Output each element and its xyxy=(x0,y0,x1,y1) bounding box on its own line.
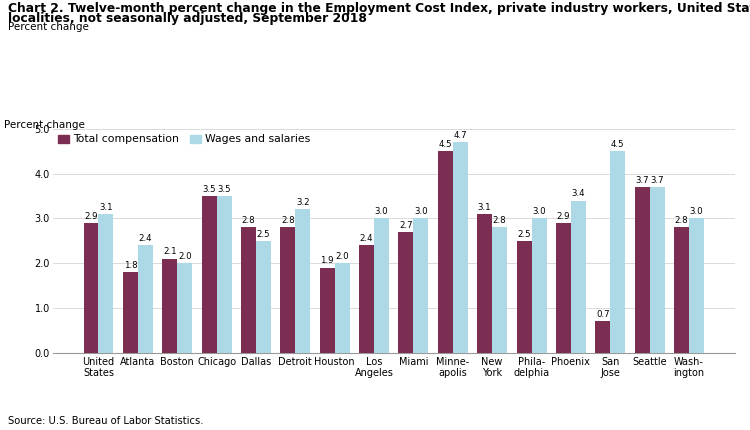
Text: 2.0: 2.0 xyxy=(335,252,349,261)
Text: Percent change: Percent change xyxy=(8,22,88,31)
Bar xyxy=(674,227,689,353)
Bar xyxy=(517,241,532,353)
Bar xyxy=(532,218,547,353)
Bar xyxy=(374,218,389,353)
Text: 2.8: 2.8 xyxy=(493,216,506,225)
Bar xyxy=(492,227,507,353)
Bar xyxy=(138,245,153,353)
Bar xyxy=(413,218,428,353)
Bar xyxy=(477,214,492,353)
Text: 2.0: 2.0 xyxy=(178,252,191,261)
Bar xyxy=(162,259,177,353)
Bar xyxy=(98,214,113,353)
Text: 2.8: 2.8 xyxy=(281,216,295,225)
Bar xyxy=(83,223,98,353)
Text: 2.9: 2.9 xyxy=(556,212,570,221)
Text: 2.1: 2.1 xyxy=(163,247,176,256)
Text: 1.9: 1.9 xyxy=(320,256,334,265)
Text: 3.2: 3.2 xyxy=(296,198,310,207)
Text: 4.5: 4.5 xyxy=(439,140,452,149)
Text: 3.0: 3.0 xyxy=(375,207,388,216)
Text: 3.0: 3.0 xyxy=(414,207,428,216)
Text: 3.1: 3.1 xyxy=(478,203,491,212)
Bar xyxy=(217,196,232,353)
Bar xyxy=(634,187,650,353)
Bar xyxy=(689,218,704,353)
Bar xyxy=(280,227,296,353)
Bar xyxy=(453,142,468,353)
Bar xyxy=(610,151,626,353)
Text: 2.8: 2.8 xyxy=(242,216,255,225)
Text: 3.7: 3.7 xyxy=(650,176,664,185)
Bar xyxy=(256,241,271,353)
Text: 3.5: 3.5 xyxy=(217,185,231,194)
Legend: Total compensation, Wages and salaries: Total compensation, Wages and salaries xyxy=(58,135,310,144)
Text: Chart 2. Twelve-month percent change in the Employment Cost Index, private indus: Chart 2. Twelve-month percent change in … xyxy=(8,2,750,15)
Text: 3.7: 3.7 xyxy=(635,176,649,185)
Bar xyxy=(596,321,610,353)
Bar xyxy=(398,232,413,353)
Text: 2.4: 2.4 xyxy=(139,234,152,243)
Text: 4.7: 4.7 xyxy=(454,131,467,140)
Bar xyxy=(296,209,310,353)
Text: 3.5: 3.5 xyxy=(202,185,216,194)
Text: 3.0: 3.0 xyxy=(690,207,703,216)
Text: 2.5: 2.5 xyxy=(256,230,270,239)
Text: 2.8: 2.8 xyxy=(675,216,688,225)
Text: 1.8: 1.8 xyxy=(124,261,137,270)
Text: 3.1: 3.1 xyxy=(99,203,112,212)
Text: 2.4: 2.4 xyxy=(360,234,374,243)
Text: Source: U.S. Bureau of Labor Statistics.: Source: U.S. Bureau of Labor Statistics. xyxy=(8,416,203,426)
Bar xyxy=(650,187,664,353)
Bar xyxy=(571,200,586,353)
Bar xyxy=(241,227,256,353)
Bar xyxy=(556,223,571,353)
Text: Percent change: Percent change xyxy=(4,120,85,130)
Text: 2.9: 2.9 xyxy=(84,212,98,221)
Text: 2.5: 2.5 xyxy=(518,230,531,239)
Bar xyxy=(123,272,138,353)
Text: 4.5: 4.5 xyxy=(611,140,625,149)
Text: 3.0: 3.0 xyxy=(532,207,546,216)
Text: 3.4: 3.4 xyxy=(572,189,585,198)
Text: 2.7: 2.7 xyxy=(399,221,412,230)
Bar xyxy=(177,263,192,353)
Bar xyxy=(359,245,374,353)
Text: localities, not seasonally adjusted, September 2018: localities, not seasonally adjusted, Sep… xyxy=(8,12,366,25)
Text: 0.7: 0.7 xyxy=(596,310,610,319)
Bar xyxy=(320,267,334,353)
Bar xyxy=(438,151,453,353)
Bar xyxy=(334,263,350,353)
Bar xyxy=(202,196,217,353)
